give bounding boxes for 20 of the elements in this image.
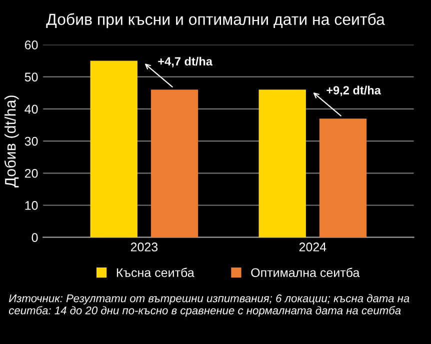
legend-label: Късна сеитба	[116, 268, 194, 278]
x-tick-label: 2024	[299, 242, 326, 252]
annotation: +9,2 dt/ha	[326, 86, 382, 96]
chart-title: Добив при късни и оптимални дати на сеитба	[46, 13, 385, 28]
y-tick-label: 10	[25, 201, 38, 210]
annotation: +4,7 dt/ha	[158, 56, 213, 68]
legend-label: Оптимална сеитба	[251, 268, 360, 278]
y-tick-label: 50	[24, 72, 38, 82]
bar	[319, 118, 367, 238]
y-tick-label: 0	[32, 233, 38, 242]
y-tick-label: 30	[24, 136, 38, 146]
x-tick-label: 2023	[130, 242, 158, 252]
bar	[258, 90, 306, 238]
y-tick-label: 60	[24, 40, 38, 50]
bar	[150, 90, 198, 238]
y-axis-title: Добив (dt/ha)	[4, 96, 19, 188]
y-tick-label: 40	[24, 104, 38, 114]
y-tick-label: 20	[24, 168, 38, 178]
text: Източник: Резултати от вътрешни изпитвания; 6 локации; късна дата на сеитба: 14 до 20 дни по-късно в сравнение с нормалната дата на сеитба	[8, 294, 410, 317]
bar	[90, 60, 138, 238]
